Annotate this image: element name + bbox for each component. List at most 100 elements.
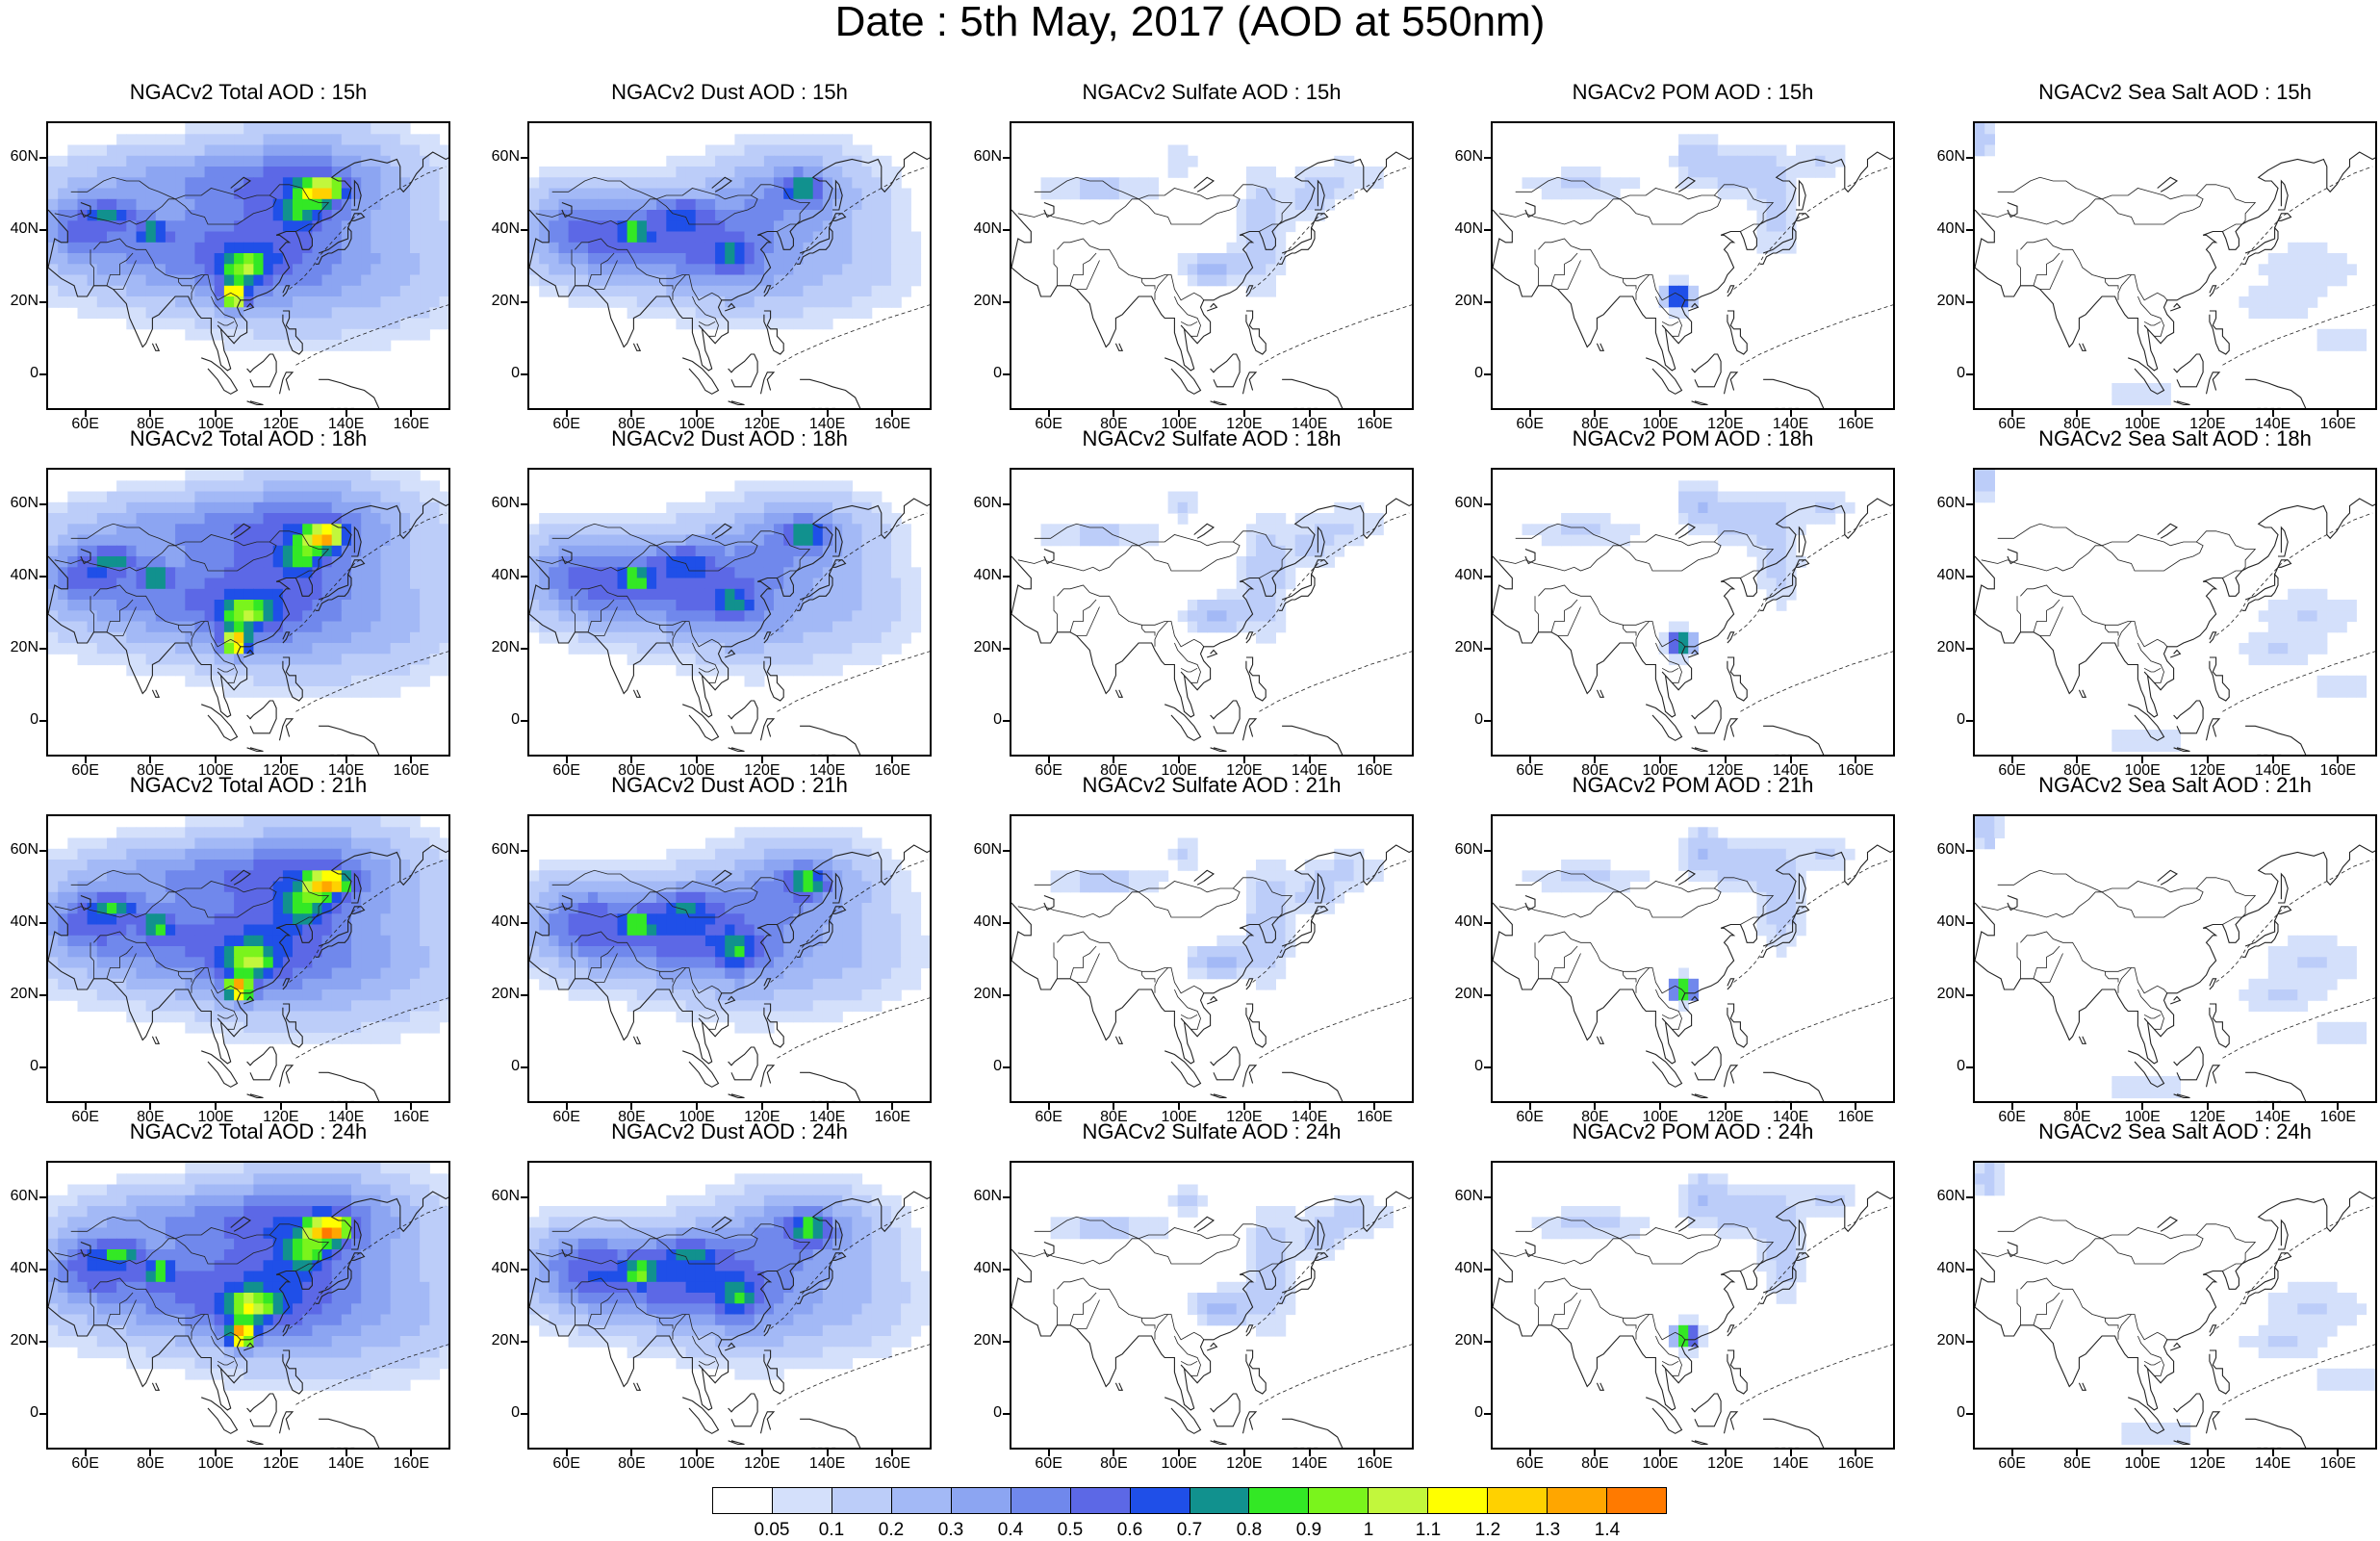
aod-cell — [371, 307, 381, 319]
aod-cell — [1266, 622, 1276, 633]
aod-cell — [440, 946, 450, 958]
aod-cell — [774, 296, 784, 308]
aod-cell — [194, 1022, 205, 1034]
coastline — [1164, 705, 1200, 741]
aod-cell — [2121, 730, 2132, 741]
aod-cell — [224, 296, 235, 308]
aod-cell — [823, 654, 833, 665]
aod-cell — [539, 167, 550, 178]
aod-cell — [745, 838, 755, 850]
aod-cell — [1275, 524, 1286, 535]
aod-cell — [58, 632, 68, 644]
aod-cell — [2249, 654, 2260, 665]
aod-cell — [224, 177, 235, 189]
coastline — [729, 701, 758, 733]
aod-cell — [58, 600, 68, 611]
aod-cell — [783, 296, 794, 308]
aod-cell — [715, 492, 726, 503]
aod-cell — [529, 189, 540, 200]
aod-cell — [234, 827, 244, 838]
aod-cell — [205, 838, 216, 850]
aod-cell — [1286, 524, 1296, 535]
map-area — [1010, 121, 1414, 410]
aod-cell — [107, 838, 117, 850]
aod-cell — [1256, 253, 1267, 265]
aod-cell — [1089, 189, 1100, 200]
aod-cell — [166, 610, 176, 622]
aod-cell — [107, 264, 117, 275]
aod-cell — [342, 643, 352, 655]
aod-cell — [1266, 286, 1276, 297]
aod-cell — [1295, 524, 1306, 535]
aod-cell — [745, 319, 755, 330]
aod-cell — [882, 220, 892, 232]
aod-cell — [793, 860, 804, 871]
aod-cell — [264, 220, 274, 232]
aod-cell — [371, 470, 381, 481]
aod-cell — [293, 827, 303, 838]
aod-cell — [381, 989, 392, 1001]
aod-cell — [234, 546, 244, 557]
aod-cell — [1178, 156, 1189, 167]
aod-cell — [774, 838, 784, 850]
aod-cell — [293, 480, 303, 492]
aod-cell — [429, 524, 440, 535]
aod-cell — [166, 957, 176, 968]
aod-cell — [1275, 210, 1286, 221]
aod-cell — [618, 275, 628, 287]
aod-cell — [647, 286, 657, 297]
aod-cell — [559, 232, 570, 244]
aod-cell — [539, 264, 550, 275]
aod-cell — [351, 1022, 362, 1034]
aod-cell — [283, 210, 294, 221]
coastline — [1243, 372, 1257, 395]
aod-cell — [302, 849, 313, 860]
aod-cell — [361, 480, 371, 492]
aod-cell — [293, 654, 303, 665]
aod-cell — [813, 319, 824, 330]
aod-cell — [175, 556, 186, 568]
aod-cell — [253, 925, 264, 937]
aod-cell — [804, 556, 814, 568]
aod-cell — [215, 177, 225, 189]
aod-cell — [302, 936, 313, 947]
coastline — [1692, 701, 1722, 733]
aod-cell — [224, 156, 235, 167]
aod-cell — [852, 556, 862, 568]
aod-cell — [2288, 253, 2298, 265]
aod-cell — [371, 286, 381, 297]
aod-cell — [862, 145, 873, 157]
aod-cell — [156, 275, 166, 287]
aod-cell — [67, 882, 78, 893]
aod-cell — [783, 145, 794, 157]
aod-cell — [243, 524, 254, 535]
aod-cell — [2161, 383, 2171, 395]
aod-cell — [273, 264, 284, 275]
aod-cell — [1620, 535, 1630, 547]
aod-cell — [166, 1012, 176, 1023]
aod-cell — [146, 199, 157, 211]
lat-tick-mark — [39, 994, 46, 996]
aod-cell — [400, 1022, 411, 1034]
aod-cell — [578, 567, 589, 578]
aod-cell — [175, 882, 186, 893]
aod-cell — [107, 957, 117, 968]
aod-cell — [429, 892, 440, 904]
aod-cell — [1227, 253, 1238, 265]
aod-cell — [656, 556, 667, 568]
aod-cell — [243, 686, 254, 698]
aod-cell — [243, 286, 254, 297]
aod-cell — [1246, 546, 1257, 557]
aod-cell — [637, 632, 648, 644]
aod-cell — [175, 535, 186, 547]
aod-cell — [804, 480, 814, 492]
coastline — [1493, 210, 1512, 268]
aod-cell — [832, 567, 843, 578]
coastline — [1164, 358, 1200, 395]
aod-cell — [549, 567, 559, 578]
lat-tick-label: 60N — [1445, 495, 1483, 512]
lat-tick-mark — [1484, 503, 1491, 505]
aod-cell — [410, 156, 421, 167]
coastline — [729, 748, 745, 752]
